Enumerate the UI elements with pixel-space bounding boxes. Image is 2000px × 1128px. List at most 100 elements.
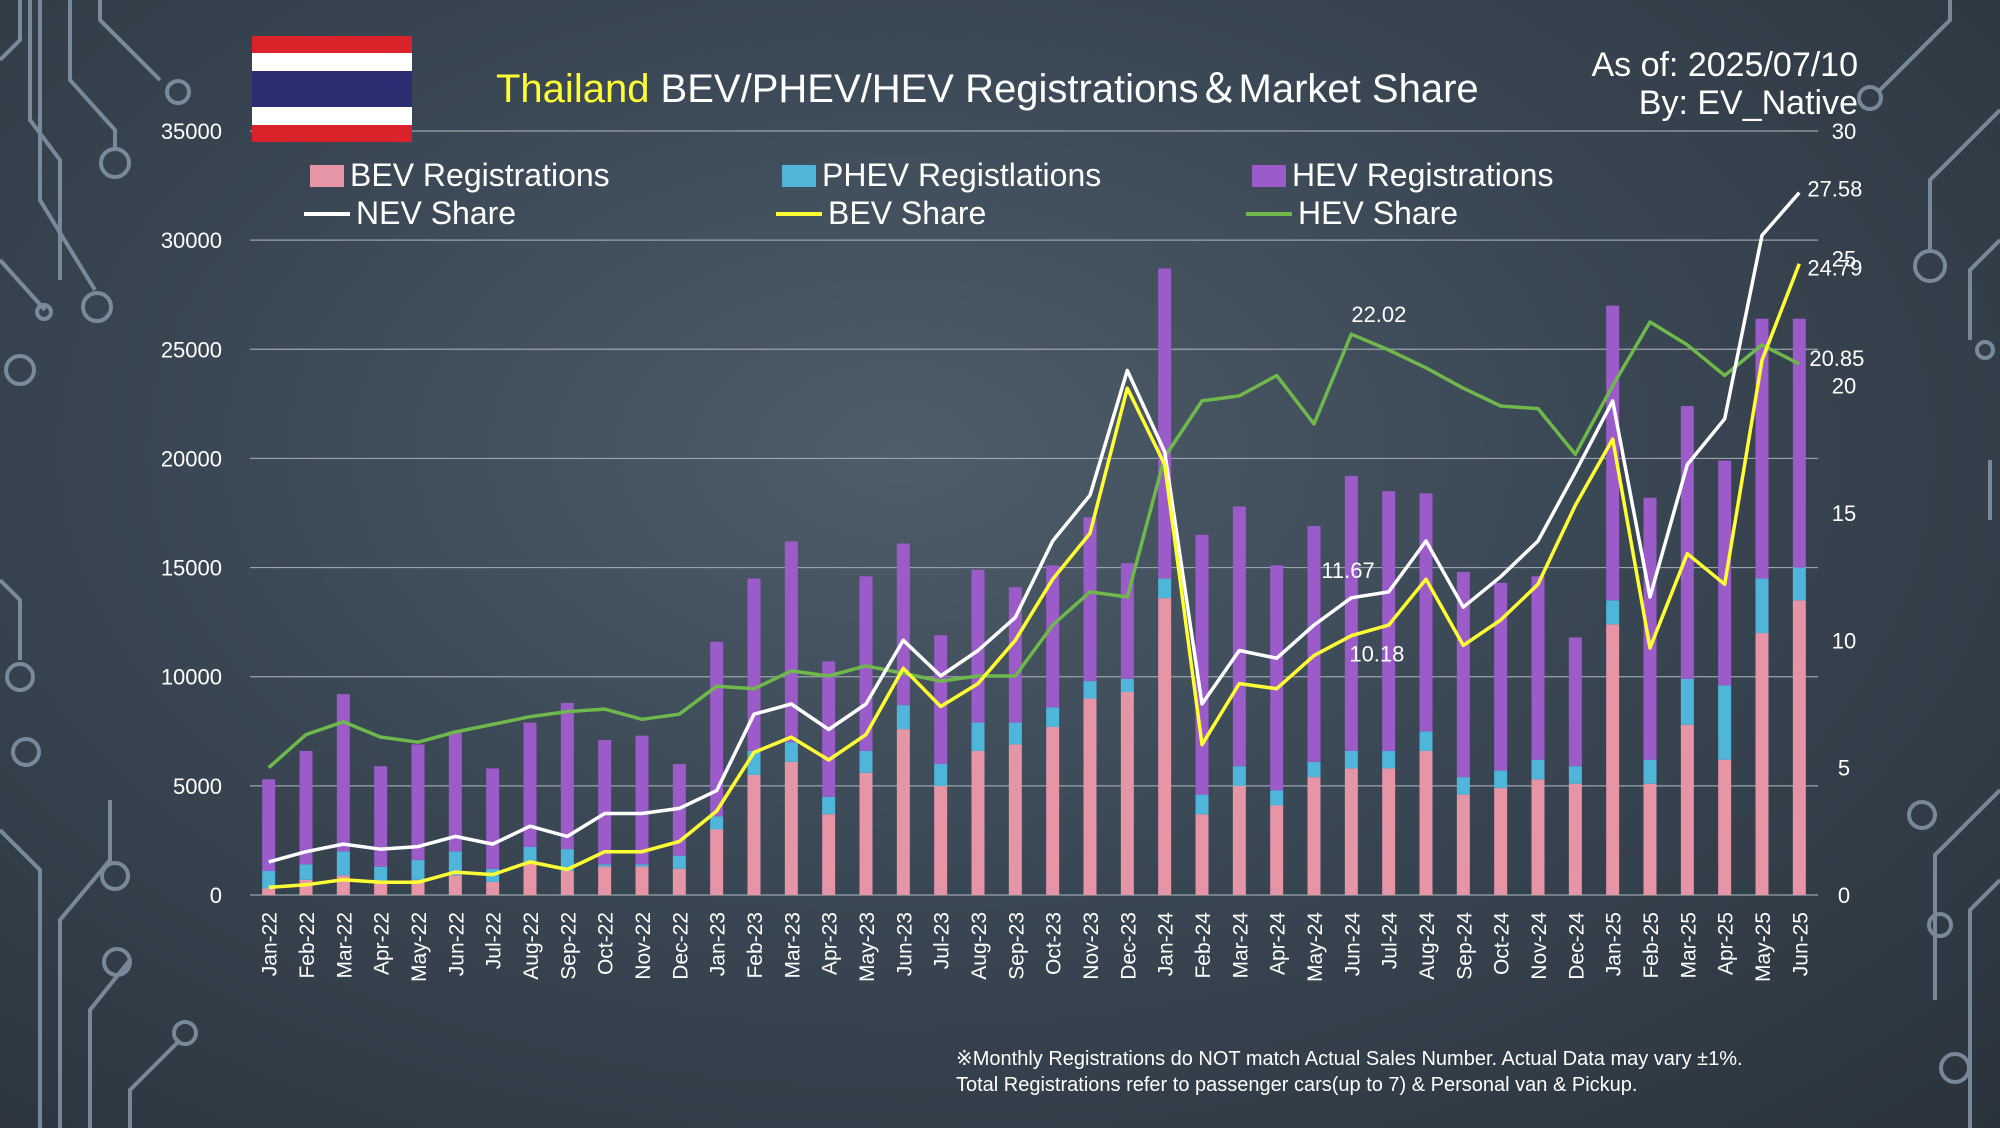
x-tick-label: Jul-24 [1379,912,1402,970]
bar-phev [1120,678,1134,692]
bar-phev [822,796,836,815]
bar-hev [486,768,500,869]
bar-bev [1792,600,1806,895]
legend-line-hev-share [1246,211,1292,216]
x-tick-label: Aug-22 [520,912,543,980]
bar-phev [1531,759,1545,780]
x-tick-label: Feb-22 [296,912,319,979]
x-tick-label: Feb-24 [1192,912,1215,979]
bar-hev [1270,565,1284,791]
legend-label-bev-share: BEV Share [828,195,987,231]
bar-hev [1494,582,1508,771]
legend-swatch-bev [310,164,344,187]
bar-hev [1158,268,1172,579]
bar-phev [448,851,462,876]
legend-swatch-hev [1252,164,1286,187]
x-tick-label: Mar-22 [333,912,356,979]
bar-phev [1195,794,1209,815]
bar-bev [1083,698,1097,895]
y-left-tick-label: 15000 [161,556,222,581]
bar-bev [1046,726,1060,895]
bar-phev [1382,750,1396,769]
legend-label-bev-registrations: BEV Registrations [350,157,610,193]
bar-phev [299,864,313,880]
x-tick-label: Aug-23 [968,912,991,980]
bar-bev [486,881,500,895]
legend-label-phev-registrations: PHEV Registlations [822,157,1102,193]
legend-line-nev-share [304,211,350,216]
bar-phev [635,864,649,867]
bar-bev [1531,779,1545,895]
bar-phev [1307,761,1321,778]
x-tick-label: Jun-24 [1341,912,1364,977]
bar-bev [1120,691,1134,895]
bar-bev [1643,783,1657,895]
line-hev-share [267,320,1801,770]
data-label: 10.18 [1349,642,1404,667]
legend: BEV Registrations PHEV Registlations HEV… [300,157,1600,237]
legend-item-bev-registrations: BEV Registrations [310,157,610,194]
bar-bev [262,888,276,895]
bar-bev [560,870,574,895]
x-tick-label: Apr-22 [371,912,394,975]
asof-block: As of: 2025/07/10 By: EV_Native [1591,46,1858,122]
x-tick-label: Mar-24 [1229,912,1252,979]
x-tick-label: Jun-23 [893,912,916,976]
bar-hev [336,694,350,852]
x-tick-label: Sep-24 [1453,912,1476,980]
bar-phev [934,764,948,786]
y-left-tick-label: 35000 [161,119,222,144]
x-tick-label: Oct-24 [1491,912,1514,975]
bar-bev [971,750,985,895]
chart-title-rest: BEV/PHEV/HEV Registrations＆Market Share [649,67,1479,111]
asof-author: By: EV_Native [1638,84,1858,122]
x-tick-label: Nov-23 [1080,912,1103,980]
bar-phev [1718,685,1732,760]
bar-phev [523,846,537,863]
bar-hev [896,543,910,706]
bar-bev [1494,788,1508,895]
bar-bev [1270,805,1284,895]
bar-phev [1606,600,1620,625]
bar-phev [1232,766,1246,786]
bar-phev [374,866,388,882]
bar-phev [1158,578,1172,599]
bar-phev [336,851,350,876]
bar-phev [262,870,276,889]
bar-phev [1494,770,1508,789]
bar-hev [784,541,798,743]
bar-phev [784,742,798,762]
bar-bev [1419,750,1433,895]
x-tick-label: May-24 [1304,912,1327,982]
y-right-tick-label: 20 [1832,374,1856,399]
bar-hev [635,735,649,865]
asof-date: As of: 2025/07/10 [1591,46,1858,84]
chart-title-country: Thailand [496,67,650,111]
x-tick-label: Jun-25 [1789,912,1812,976]
bar-phev [1008,722,1022,745]
line-nev-share [268,191,1801,864]
x-tick-label: Apr-25 [1715,912,1738,975]
bar-hev [747,578,761,751]
x-tick-label: Nov-24 [1528,912,1551,980]
bar-hev [1120,563,1134,679]
bar-bev [374,881,388,895]
x-tick-label: Oct-22 [595,912,618,975]
bar-hev [1344,475,1358,751]
y-left-tick-label: 30000 [161,228,222,253]
x-tick-label: May-22 [408,912,431,982]
y-left-tick-label: 5000 [173,774,222,799]
legend-item-hev-share: HEV Share [1246,195,1458,232]
bar-bev [1456,794,1470,895]
y-left-tick-label: 25000 [161,337,222,362]
bar-hev [1046,565,1060,708]
bar-bev [1195,814,1209,895]
data-label: 22.02 [1351,302,1406,327]
legend-line-bev-share [776,211,822,216]
bar-bev [1344,768,1358,895]
bar-phev [1456,777,1470,795]
x-tick-label: Feb-25 [1640,912,1663,979]
bar-phev [598,864,612,867]
y-left-tick-label: 0 [210,883,222,908]
bar-phev [1568,766,1582,784]
